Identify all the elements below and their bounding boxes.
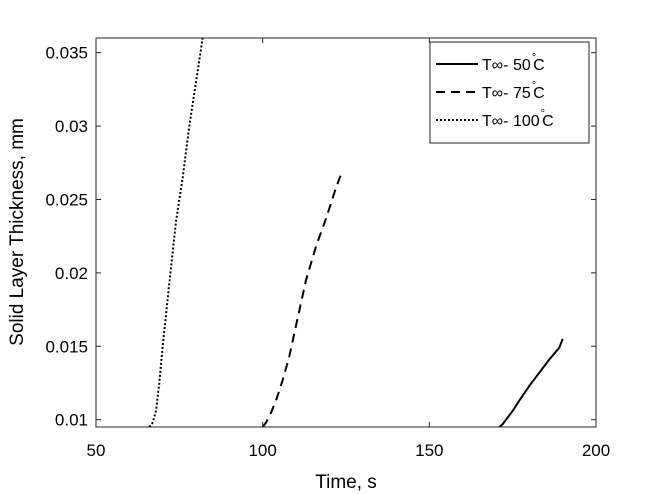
y-tick-label: 0.035 xyxy=(45,44,88,63)
series-line-1 xyxy=(498,338,564,427)
plot-frame xyxy=(95,37,597,428)
x-tick-label: 200 xyxy=(582,441,610,460)
x-tick-label: 100 xyxy=(248,441,276,460)
plot-layer xyxy=(148,38,564,427)
x-tick-label: 150 xyxy=(415,441,443,460)
legend-label-1: T∞- 50°C xyxy=(482,52,545,74)
y-tick-label: 0.03 xyxy=(55,117,88,136)
legend-label-3: T∞- 100°C xyxy=(482,108,554,130)
axes-layer: 50 100 150 200 0.01 0.015 0.02 0.025 0.03 0.035 xyxy=(45,37,610,460)
y-tick-label: 0.025 xyxy=(45,190,88,209)
y-axis-title: Solid Layer Thickness, mm xyxy=(7,118,28,346)
y-tick-label: 0.015 xyxy=(45,337,88,356)
y-tick-label: 0.02 xyxy=(55,264,88,283)
legend: T∞- 50°C T∞- 75°C T∞- 100°C xyxy=(429,41,590,144)
series-line-3 xyxy=(148,38,204,427)
x-tick-label: 50 xyxy=(87,441,106,460)
legend-label-2: T∞- 75°C xyxy=(482,80,545,102)
x-axis-title: Time, s xyxy=(315,472,377,493)
series-line-2 xyxy=(261,169,344,427)
y-tick-label: 0.01 xyxy=(55,411,88,430)
